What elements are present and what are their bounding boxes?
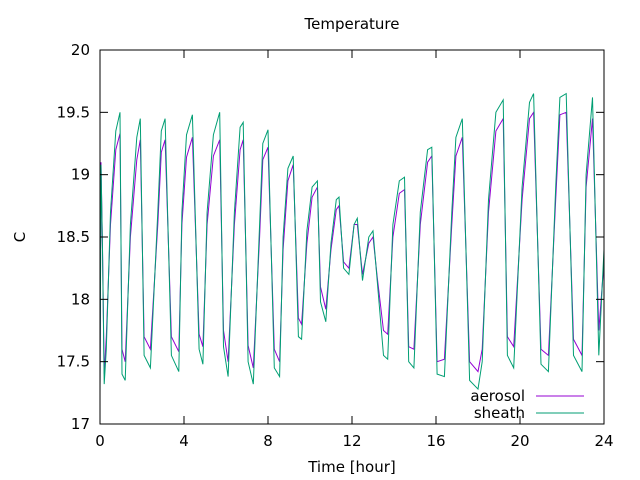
y-tick-label: 19 [71, 166, 90, 184]
x-tick-label: 24 [594, 432, 613, 450]
y-tick-label: 17 [71, 415, 90, 433]
y-axis-label: C [11, 232, 29, 242]
legend-label-aerosol: aerosol [470, 387, 525, 405]
series-line-aerosol [99, 110, 605, 387]
y-tick-label: 18 [71, 290, 90, 308]
y-tick-label: 20 [71, 41, 90, 59]
x-tick-label: 4 [179, 432, 189, 450]
x-axis: 0 4 8 12 16 20 24 [95, 50, 614, 450]
y-tick-label: 18.5 [57, 228, 90, 246]
x-tick-label: 8 [263, 432, 273, 450]
x-axis-label: Time [hour] [307, 458, 396, 476]
y-tick-label: 19.5 [57, 103, 90, 121]
series-layer [99, 92, 605, 393]
y-tick-label: 17.5 [57, 353, 90, 371]
y-axis: 17 17.5 18 18.5 19 19.5 20 [57, 41, 604, 433]
series-line-sheath [99, 92, 605, 393]
x-tick-label: 20 [510, 432, 529, 450]
x-tick-label: 12 [342, 432, 361, 450]
chart-title: Temperature [303, 15, 399, 33]
x-tick-label: 0 [95, 432, 105, 450]
legend-label-sheath: sheath [474, 404, 525, 422]
x-tick-label: 16 [426, 432, 445, 450]
